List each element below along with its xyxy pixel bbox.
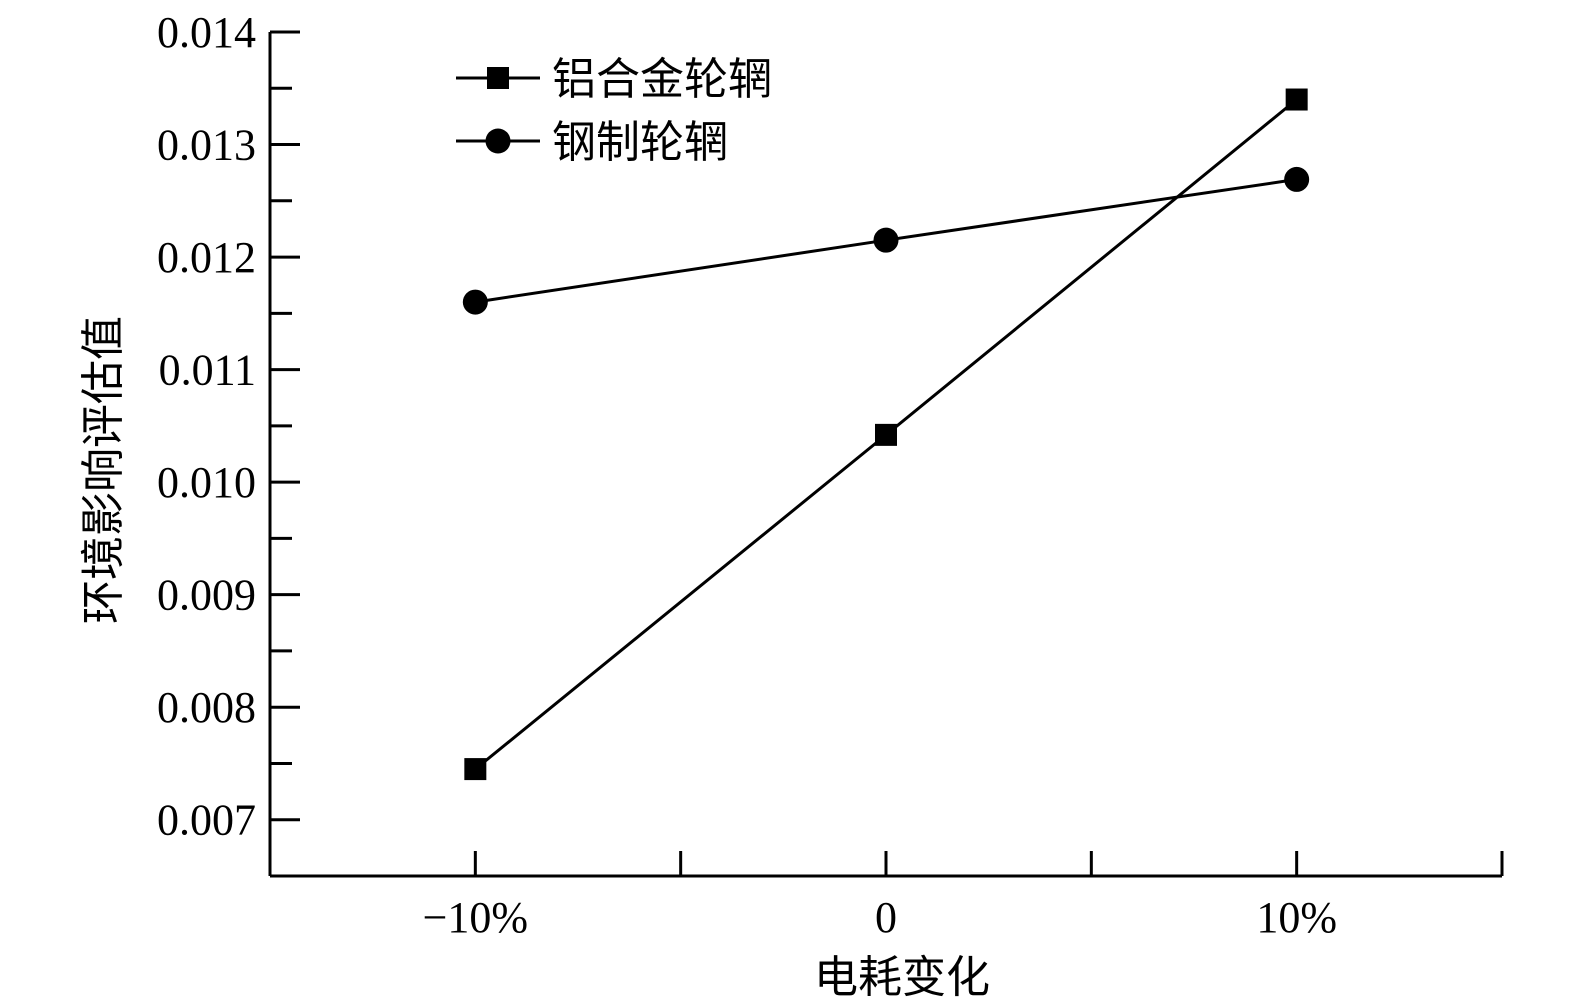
y-tick-label: 0.013 <box>157 121 256 170</box>
series-2 <box>462 166 1310 315</box>
data-point-circle <box>462 289 488 315</box>
legend-label: 钢制轮辋 <box>552 117 728 168</box>
legend-marker-square <box>487 67 509 89</box>
x-tick-label: 10% <box>1256 893 1337 942</box>
y-tick-label: 0.011 <box>159 346 256 395</box>
data-point-circle <box>873 227 899 253</box>
legend-marker-circle <box>485 128 511 154</box>
y-axis-title: 环境影响评估值 <box>78 316 129 624</box>
data-point-square <box>875 423 897 446</box>
y-tick-label: 0.012 <box>157 233 256 282</box>
y-tick-label: 0.014 <box>157 8 256 57</box>
data-point-square <box>1285 88 1308 111</box>
x-axis-title: 电耗变化 <box>814 952 990 1003</box>
y-tick-label: 0.010 <box>157 458 256 507</box>
data-point-square <box>464 758 487 781</box>
y-tick-label: 0.007 <box>157 796 256 845</box>
y-tick-label: 0.009 <box>157 571 256 620</box>
axes <box>268 32 1502 878</box>
x-tick-label: 0 <box>875 893 897 942</box>
y-ticks: 0.007 0.008 0.009 0.010 0.011 0.012 0.013 0.014 <box>157 8 300 845</box>
y-tick-label: 0.008 <box>157 683 256 732</box>
x-tick-label: −10% <box>423 893 528 942</box>
x-ticks: −10% 0 10% <box>423 851 1504 942</box>
series-layer <box>462 88 1310 781</box>
series-1 <box>464 88 1308 781</box>
data-point-circle <box>1284 166 1310 192</box>
legend-label: 铝合金轮辋 <box>552 54 772 105</box>
